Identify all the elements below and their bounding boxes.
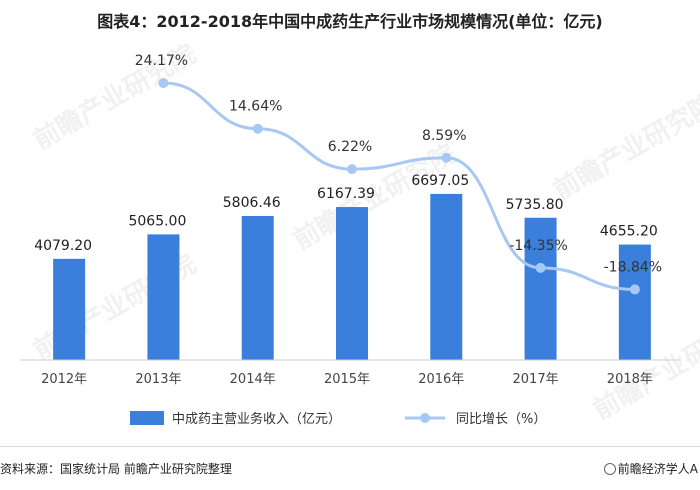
growth-label-2: 14.64% [229,99,282,115]
brand-logo-icon [603,463,616,475]
bar-label-4: 6697.05 [411,173,469,189]
brand-text: 前瞻经济学人A [617,462,698,476]
bar-label-2: 5806.46 [223,195,281,211]
bar-1 [147,234,180,360]
watermark-text: 前瞻产业研究院 [548,88,700,206]
growth-point-6 [629,284,640,295]
growth-label-5: -14.35% [509,238,567,254]
footer-divider [0,446,700,447]
growth-label-4: 8.59% [422,128,466,144]
bar-0 [53,258,86,360]
x-tick-4: 2016年 [418,372,464,387]
bar-5 [524,217,557,360]
growth-point-3 [347,164,357,175]
brand-credit: 前瞻经济学人A [603,460,698,477]
x-tick-2: 2014年 [230,372,276,387]
bar-label-1: 5065.00 [128,213,186,229]
x-tick-3: 2015年 [324,372,370,387]
x-tick-0: 2012年 [41,372,87,387]
legend-bar-label: 中成药主营业务收入（亿元） [172,411,341,427]
bar-label-5: 5735.80 [506,197,564,213]
growth-point-1 [158,77,169,88]
chart-title: 图表4：2012-2018年中国中成药生产行业市场规模情况(单位：亿元) [97,12,603,31]
bar-2 [241,215,274,360]
bar-6 [618,244,651,360]
x-tick-6: 2018年 [607,372,653,387]
growth-label-6: -18.84% [604,259,662,275]
bar-3 [336,207,368,360]
legend-bar-swatch [130,411,164,425]
growth-point-5 [535,262,546,273]
growth-label-3: 6.22% [328,139,372,155]
legend-line-label: 同比增长（%） [456,412,546,427]
growth-label-1: 24.17% [135,53,188,69]
source-note: 资料来源：国家统计局 前瞻产业研究院整理 [0,462,232,476]
x-tick-1: 2013年 [135,372,181,387]
legend-line-marker [420,413,430,423]
growth-point-2 [252,123,263,134]
growth-point-4 [441,152,452,163]
bar-label-0: 4079.20 [34,238,92,254]
bar-4 [430,193,463,360]
bar-label-6: 4655.20 [600,224,658,240]
bar-label-3: 6167.39 [317,186,375,202]
x-tick-5: 2017年 [513,372,559,387]
